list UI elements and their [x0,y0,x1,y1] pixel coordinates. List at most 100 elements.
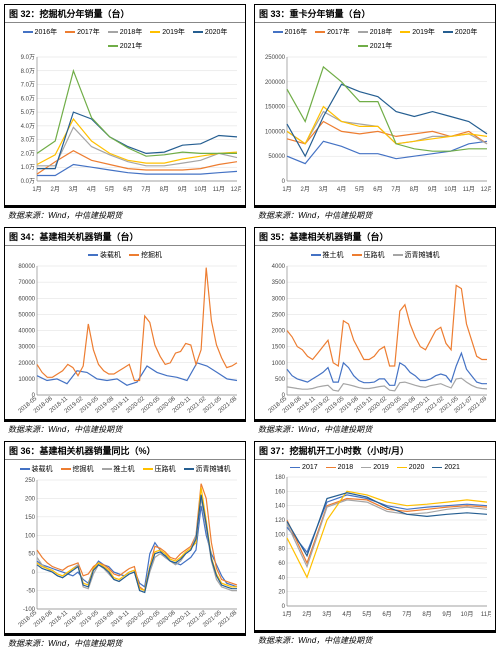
svg-text:160: 160 [275,489,286,495]
svg-text:0.0万: 0.0万 [21,178,35,185]
chart-panel: 图 35：基建相关机器销量（台） 推土机压路机沥青摊铺机050010001500… [254,227,496,420]
legend-label: 2016年 [285,27,308,37]
series-line [287,107,487,144]
legend: 装载机 挖掘机 [7,248,243,262]
series-line [287,122,487,144]
legend-item: 压路机 [352,250,385,260]
svg-text:4月: 4月 [87,186,96,193]
svg-text:4000: 4000 [272,264,286,270]
legend-label: 2021年 [120,41,143,51]
svg-text:10000: 10000 [18,377,35,383]
legend-label: 2017年 [77,27,100,37]
svg-text:11月: 11月 [213,186,225,193]
svg-text:1000: 1000 [272,361,286,367]
svg-text:2.0万: 2.0万 [21,150,35,157]
series-line [37,165,237,176]
svg-text:6.0万: 6.0万 [21,95,35,102]
chart-panel: 图 33：重卡分年销量（台） 2016年2017年2018年2019年2020年… [254,4,496,206]
source-text: 数据来源：Wind，中信建投期货 [4,420,246,437]
svg-text:60: 60 [278,561,285,567]
svg-text:7月: 7月 [141,186,150,193]
chart-svg: -100-500501001502002502018-052018-082018… [7,476,241,631]
svg-text:9月: 9月 [442,611,451,618]
svg-text:150000: 150000 [265,105,286,111]
legend-item: 2018 [326,464,354,471]
svg-text:150: 150 [25,515,36,521]
legend-label: 2021 [444,464,460,471]
legend-label: 2017 [302,464,318,471]
svg-text:9月: 9月 [428,186,437,193]
legend-label: 压路机 [364,250,385,260]
legend-item: 2016年 [273,27,308,37]
svg-text:6月: 6月 [382,611,391,618]
svg-text:500: 500 [275,377,286,383]
svg-text:12月: 12月 [231,186,241,193]
svg-text:2月: 2月 [302,611,311,618]
svg-text:7月: 7月 [391,186,400,193]
legend-label: 挖掘机 [73,464,94,474]
legend-label: 2019年 [162,27,185,37]
svg-text:9月: 9月 [178,186,187,193]
svg-text:80000: 80000 [18,264,35,270]
svg-text:50: 50 [28,552,35,558]
svg-text:6月: 6月 [123,186,132,193]
legend: 2016年2017年2018年2019年2020年2021年 [7,25,243,53]
legend-item: 装载机 [88,250,121,260]
legend-label: 2017年 [327,27,350,37]
legend-item: 2019 [361,464,389,471]
svg-text:-50: -50 [26,589,35,595]
svg-text:50000: 50000 [18,312,35,318]
chart-panel: 图 34：基建相关机器销量（台） 装载机挖掘机01000020000300004… [4,227,246,420]
source-text: 数据来源：Wind，中信建投期货 [4,634,246,651]
legend-item: 2020 [397,464,425,471]
svg-text:4月: 4月 [337,186,346,193]
legend-label: 推土机 [114,464,135,474]
svg-text:6月: 6月 [373,186,382,193]
legend-item: 沥青摊铺机 [393,250,440,260]
series-line [287,378,487,391]
legend-item: 挖掘机 [61,464,94,474]
legend-label: 2020年 [205,27,228,37]
legend-label: 2019年 [412,27,435,37]
chart-grid: 图 32：挖掘机分年销量（台） 2016年 2017年 2018年 2019年 2020… [0,0,500,655]
legend-label: 装载机 [100,250,121,260]
svg-text:12月: 12月 [481,186,491,193]
svg-text:4.0万: 4.0万 [21,123,35,130]
svg-text:2000: 2000 [272,329,286,335]
legend-item: 2016年 [23,27,58,37]
legend-item: 2020年 [443,27,478,37]
svg-text:140: 140 [275,504,286,510]
svg-text:5月: 5月 [355,186,364,193]
svg-text:30000: 30000 [18,345,35,351]
svg-text:70000: 70000 [18,280,35,286]
svg-text:8.0万: 8.0万 [21,68,35,75]
svg-text:4月: 4月 [342,611,351,618]
legend: 2016年 2017年 2018年 2019年 2020年 2021年 [257,25,493,53]
legend-label: 2019 [373,464,389,471]
chart-title: 图 35：基建相关机器销量（台） [255,228,495,246]
legend-label: 装载机 [32,464,53,474]
svg-text:5.0万: 5.0万 [21,109,35,116]
chart-title: 图 32：挖掘机分年销量（台） [5,5,245,23]
legend-item: 2017 [290,464,318,471]
svg-text:180: 180 [275,475,286,481]
svg-text:3000: 3000 [272,296,286,302]
legend-item: 2021年 [358,41,393,51]
chart-title: 图 37：挖掘机开工小时数（小时/月） [255,442,495,460]
legend-label: 挖掘机 [141,250,162,260]
svg-text:11月: 11月 [463,186,475,193]
legend-label: 压路机 [155,464,176,474]
legend-item: 2018年 [358,27,393,37]
svg-text:1月: 1月 [282,186,291,193]
svg-text:80: 80 [278,547,285,553]
svg-text:3月: 3月 [322,611,331,618]
svg-text:11月: 11月 [481,611,491,618]
svg-text:7月: 7月 [402,611,411,618]
legend-label: 推土机 [323,250,344,260]
legend-label: 2020年 [455,27,478,37]
legend-item: 2017年 [315,27,350,37]
legend-item: 装载机 [20,464,53,474]
legend-item: 推土机 [102,464,135,474]
svg-text:0: 0 [32,570,36,576]
legend-item: 2020年 [193,27,228,37]
